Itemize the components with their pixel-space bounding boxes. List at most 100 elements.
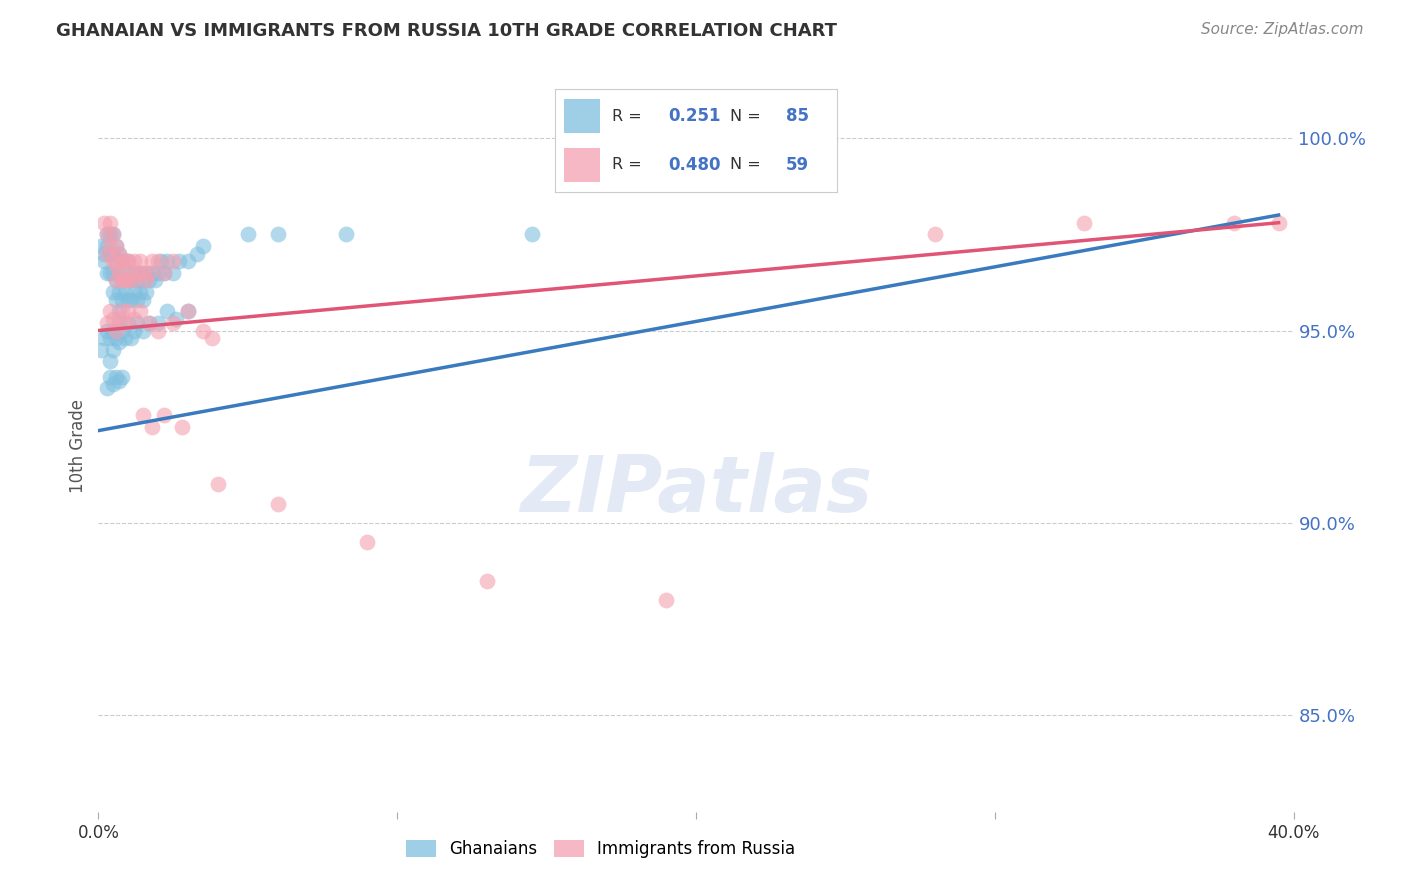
- Bar: [564, 148, 600, 181]
- Point: [138, 273, 160, 287]
- Point: [111, 369, 134, 384]
- Text: R =: R =: [612, 109, 647, 124]
- Point: [90, 239, 112, 253]
- Point: [135, 273, 157, 287]
- Legend: Ghanaians, Immigrants from Russia: Ghanaians, Immigrants from Russia: [405, 840, 796, 858]
- Point: [103, 246, 125, 260]
- Point: [127, 266, 149, 280]
- Point: [267, 227, 290, 242]
- Point: [186, 246, 208, 260]
- Point: [117, 273, 139, 287]
- Point: [127, 273, 149, 287]
- Text: R =: R =: [612, 157, 647, 172]
- Point: [108, 246, 131, 260]
- Point: [117, 293, 139, 307]
- Text: Source: ZipAtlas.com: Source: ZipAtlas.com: [1201, 22, 1364, 37]
- Point: [103, 266, 125, 280]
- Point: [108, 246, 131, 260]
- Point: [93, 246, 115, 260]
- Point: [162, 254, 184, 268]
- Point: [96, 246, 118, 260]
- Point: [162, 266, 184, 280]
- Point: [475, 574, 498, 588]
- Point: [1073, 216, 1095, 230]
- Point: [165, 312, 187, 326]
- Point: [96, 239, 118, 253]
- Point: [103, 324, 125, 338]
- Point: [124, 273, 146, 287]
- Text: 0.251: 0.251: [668, 107, 720, 126]
- Point: [129, 285, 152, 299]
- Point: [335, 227, 357, 242]
- Point: [114, 266, 136, 280]
- Point: [111, 254, 134, 268]
- Point: [98, 369, 122, 384]
- Point: [117, 304, 139, 318]
- Text: N =: N =: [730, 157, 766, 172]
- Point: [120, 293, 142, 307]
- Point: [124, 312, 146, 326]
- Point: [129, 266, 152, 280]
- Point: [127, 293, 149, 307]
- Point: [105, 254, 128, 268]
- Point: [93, 254, 115, 268]
- Point: [103, 312, 125, 326]
- Point: [111, 304, 134, 318]
- Point: [129, 304, 152, 318]
- Point: [132, 408, 155, 422]
- Point: [98, 266, 122, 280]
- Point: [105, 324, 128, 338]
- Point: [105, 273, 128, 287]
- Point: [138, 316, 160, 330]
- Text: GHANAIAN VS IMMIGRANTS FROM RUSSIA 10TH GRADE CORRELATION CHART: GHANAIAN VS IMMIGRANTS FROM RUSSIA 10TH …: [56, 22, 837, 40]
- Point: [267, 497, 290, 511]
- Point: [108, 316, 131, 330]
- Point: [120, 331, 142, 345]
- Point: [148, 324, 170, 338]
- Text: 85: 85: [786, 107, 808, 126]
- Point: [108, 304, 131, 318]
- Point: [167, 254, 190, 268]
- Point: [177, 304, 200, 318]
- Point: [98, 239, 122, 253]
- Point: [153, 266, 176, 280]
- Point: [103, 285, 125, 299]
- Point: [96, 381, 118, 395]
- Point: [207, 477, 229, 491]
- Point: [117, 316, 139, 330]
- Point: [924, 227, 946, 242]
- Point: [153, 266, 176, 280]
- Point: [1223, 216, 1246, 230]
- Point: [148, 266, 170, 280]
- Point: [236, 227, 259, 242]
- Point: [96, 227, 118, 242]
- Point: [132, 273, 155, 287]
- Point: [201, 331, 224, 345]
- Point: [93, 216, 115, 230]
- Point: [153, 408, 176, 422]
- Point: [132, 266, 155, 280]
- Point: [103, 343, 125, 357]
- Point: [111, 273, 134, 287]
- Point: [105, 293, 128, 307]
- Point: [96, 324, 118, 338]
- Point: [96, 266, 118, 280]
- Point: [111, 254, 134, 268]
- Point: [135, 266, 157, 280]
- Point: [124, 254, 146, 268]
- Point: [132, 293, 155, 307]
- Text: N =: N =: [730, 109, 766, 124]
- Point: [156, 304, 179, 318]
- Point: [132, 324, 155, 338]
- Point: [177, 304, 200, 318]
- Point: [108, 334, 131, 349]
- Point: [120, 266, 142, 280]
- Point: [108, 266, 131, 280]
- Point: [111, 293, 134, 307]
- Point: [141, 254, 163, 268]
- Point: [105, 369, 128, 384]
- Point: [105, 331, 128, 345]
- Point: [108, 266, 131, 280]
- Point: [98, 331, 122, 345]
- Point: [105, 239, 128, 253]
